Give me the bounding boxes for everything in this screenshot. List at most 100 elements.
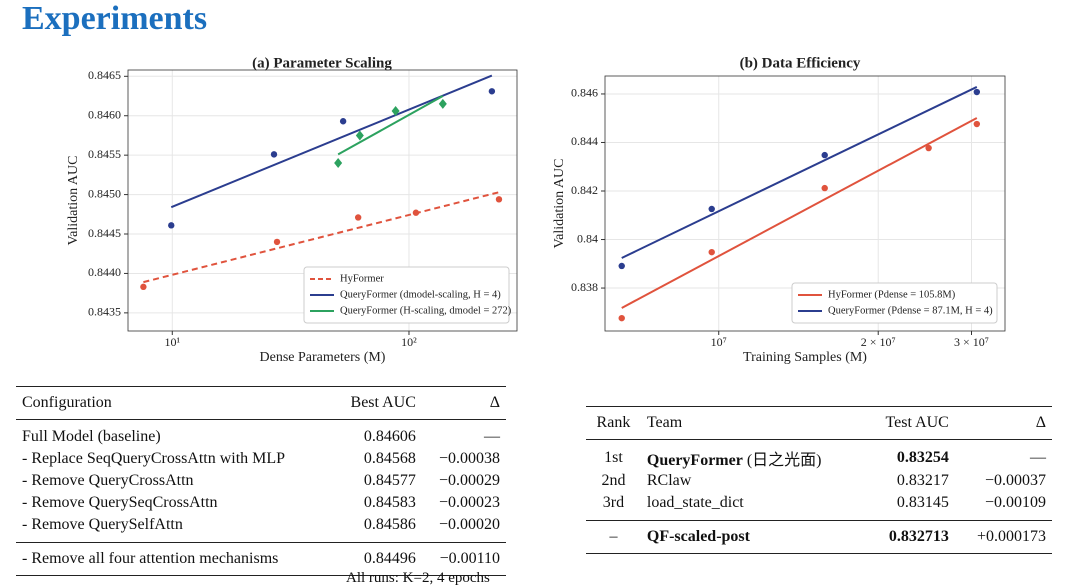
point — [168, 222, 175, 229]
charts: (a) Parameter Scaling Dense Parameters (M… — [66, 55, 1006, 365]
column-header: Δ — [954, 406, 1052, 440]
plot-frame — [127, 69, 518, 332]
point — [412, 209, 420, 216]
table-cell: - Remove QuerySelfAttn — [22, 516, 183, 533]
x-tick-label: 10² — [401, 335, 417, 349]
fit-line — [170, 74, 493, 209]
y-tick-label: 0.8450 — [88, 186, 121, 200]
y-tick-label: 0.8440 — [88, 265, 121, 279]
y-tick-label: 0.838 — [571, 280, 598, 294]
table-cell: QF-scaled-post — [640, 520, 865, 554]
y-tick-label: 0.846 — [571, 86, 598, 100]
table-cell: −0.00109 — [984, 494, 1046, 511]
table-cell: 0.84577 — [363, 472, 416, 489]
point — [708, 248, 715, 256]
fit-line — [621, 86, 978, 259]
legend-label: QueryFormer (H-scaling, dmodel = 272) — [340, 305, 512, 316]
point — [270, 151, 278, 158]
fit-line — [143, 191, 500, 284]
point — [708, 205, 715, 213]
table-note: All runs: K=2, 4 epochs — [346, 570, 490, 586]
table-row: - Remove QueryCrossAttn 0.84577 −0.00029 — [16, 470, 506, 492]
slide-title: Experiments — [22, 0, 208, 37]
table-cell: 0.832713 — [864, 520, 955, 554]
table-cell: −0.00029 — [438, 472, 500, 489]
legend-label: HyFormer (Pdense = 105.8M) — [828, 289, 956, 300]
column-header: Best AUC — [332, 386, 422, 420]
point — [488, 88, 496, 95]
y-axis-label: Validation AUC — [66, 156, 81, 246]
table-cell: 0.83254 — [896, 449, 949, 466]
table-cell: 3rd — [602, 494, 625, 511]
chart-title: (b) Data Efficiency — [740, 55, 861, 71]
ablation-table: Configuration Best AUC Δ Full Model (baseli… — [16, 386, 506, 576]
table-cell: - Replace SeqQueryCrossAttn with MLP — [22, 450, 286, 467]
point — [821, 184, 828, 192]
table-cell: Full Model (baseline) — [22, 428, 161, 445]
team-name: QueryFormer — [646, 452, 743, 469]
y-tick-label: 0.8455 — [88, 147, 121, 161]
leaderboard-table: Rank Team Test AUC Δ 1st QueryFormer (日之光面) 0.… — [586, 406, 1052, 554]
table-cell: 0.83217 — [896, 472, 949, 489]
table-cell: 0.84606 — [363, 428, 416, 445]
point — [973, 120, 981, 128]
legend-label: QueryFormer (Pdense = 87.1M, H = 4) — [828, 305, 993, 316]
point — [355, 130, 364, 141]
point — [973, 88, 981, 96]
point — [391, 106, 400, 117]
table-cell: - Remove all four attention mechanisms — [16, 542, 333, 576]
point — [438, 98, 447, 109]
point — [618, 314, 625, 322]
table-cell: +0.000173 — [954, 520, 1052, 554]
column-header: Δ — [421, 386, 506, 420]
legend-box — [303, 266, 510, 324]
table-cell: −0.00023 — [438, 494, 500, 511]
x-tick-label: 10¹ — [164, 335, 180, 349]
team-name: RClaw — [646, 472, 692, 489]
point — [821, 151, 828, 159]
table-row: - Remove all four attention mechanisms 0.… — [16, 542, 506, 576]
column-header: Test AUC — [864, 406, 955, 440]
y-tick-label: 0.84 — [577, 231, 598, 245]
legend-label: HyFormer — [340, 273, 384, 284]
table-cell: 0.83145 — [896, 494, 949, 511]
table-cell: RClaw — [641, 470, 865, 492]
y-tick-label: 0.8445 — [88, 226, 121, 240]
table-cell: QueryFormer (日之光面) — [641, 440, 865, 471]
point — [618, 262, 625, 270]
y-tick-label: 0.842 — [571, 183, 598, 197]
chart-title: (a) Parameter Scaling — [252, 55, 392, 71]
y-tick-label: 0.8435 — [88, 305, 121, 319]
table-row: - Replace SeqQueryCrossAttn with MLP 0.84… — [16, 448, 506, 470]
table-row: - Remove QuerySelfAttn 0.84586 −0.00020 — [16, 514, 506, 543]
y-tick-label: 0.8460 — [88, 107, 121, 121]
table-cell: −0.00110 — [421, 542, 506, 576]
table-cell: - Remove QueryCrossAttn — [22, 472, 194, 489]
legend-box — [791, 282, 998, 324]
x-axis-label: Dense Parameters (M) — [260, 350, 386, 365]
point — [495, 196, 503, 203]
plot-frame — [604, 75, 1006, 332]
table-cell: 0.84586 — [363, 516, 416, 533]
table-cell: 0.84583 — [363, 494, 416, 511]
table-cell: 1st — [604, 449, 623, 466]
fit-line — [337, 95, 444, 156]
y-tick-label: 0.844 — [571, 134, 598, 148]
table-cell: −0.00037 — [984, 472, 1046, 489]
fit-line — [621, 117, 978, 309]
team-name: load_state_dict — [646, 494, 744, 511]
point — [334, 158, 343, 169]
x-tick-label: 3 × 10⁷ — [954, 335, 989, 349]
team-suffix: (日之光面) — [746, 452, 822, 469]
table-row: Full Model (baseline) 0.84606 — — [16, 420, 506, 449]
table-cell: — — [484, 428, 500, 445]
table-row: 1st QueryFormer (日之光面) 0.83254 — — [586, 440, 1052, 471]
table-cell: load_state_dict — [641, 492, 865, 521]
y-tick-label: 0.8465 — [88, 68, 121, 82]
column-header: Rank — [586, 406, 641, 440]
table-cell: — — [1030, 449, 1046, 466]
column-header: Team — [640, 406, 865, 440]
table-cell: −0.00038 — [438, 450, 500, 467]
